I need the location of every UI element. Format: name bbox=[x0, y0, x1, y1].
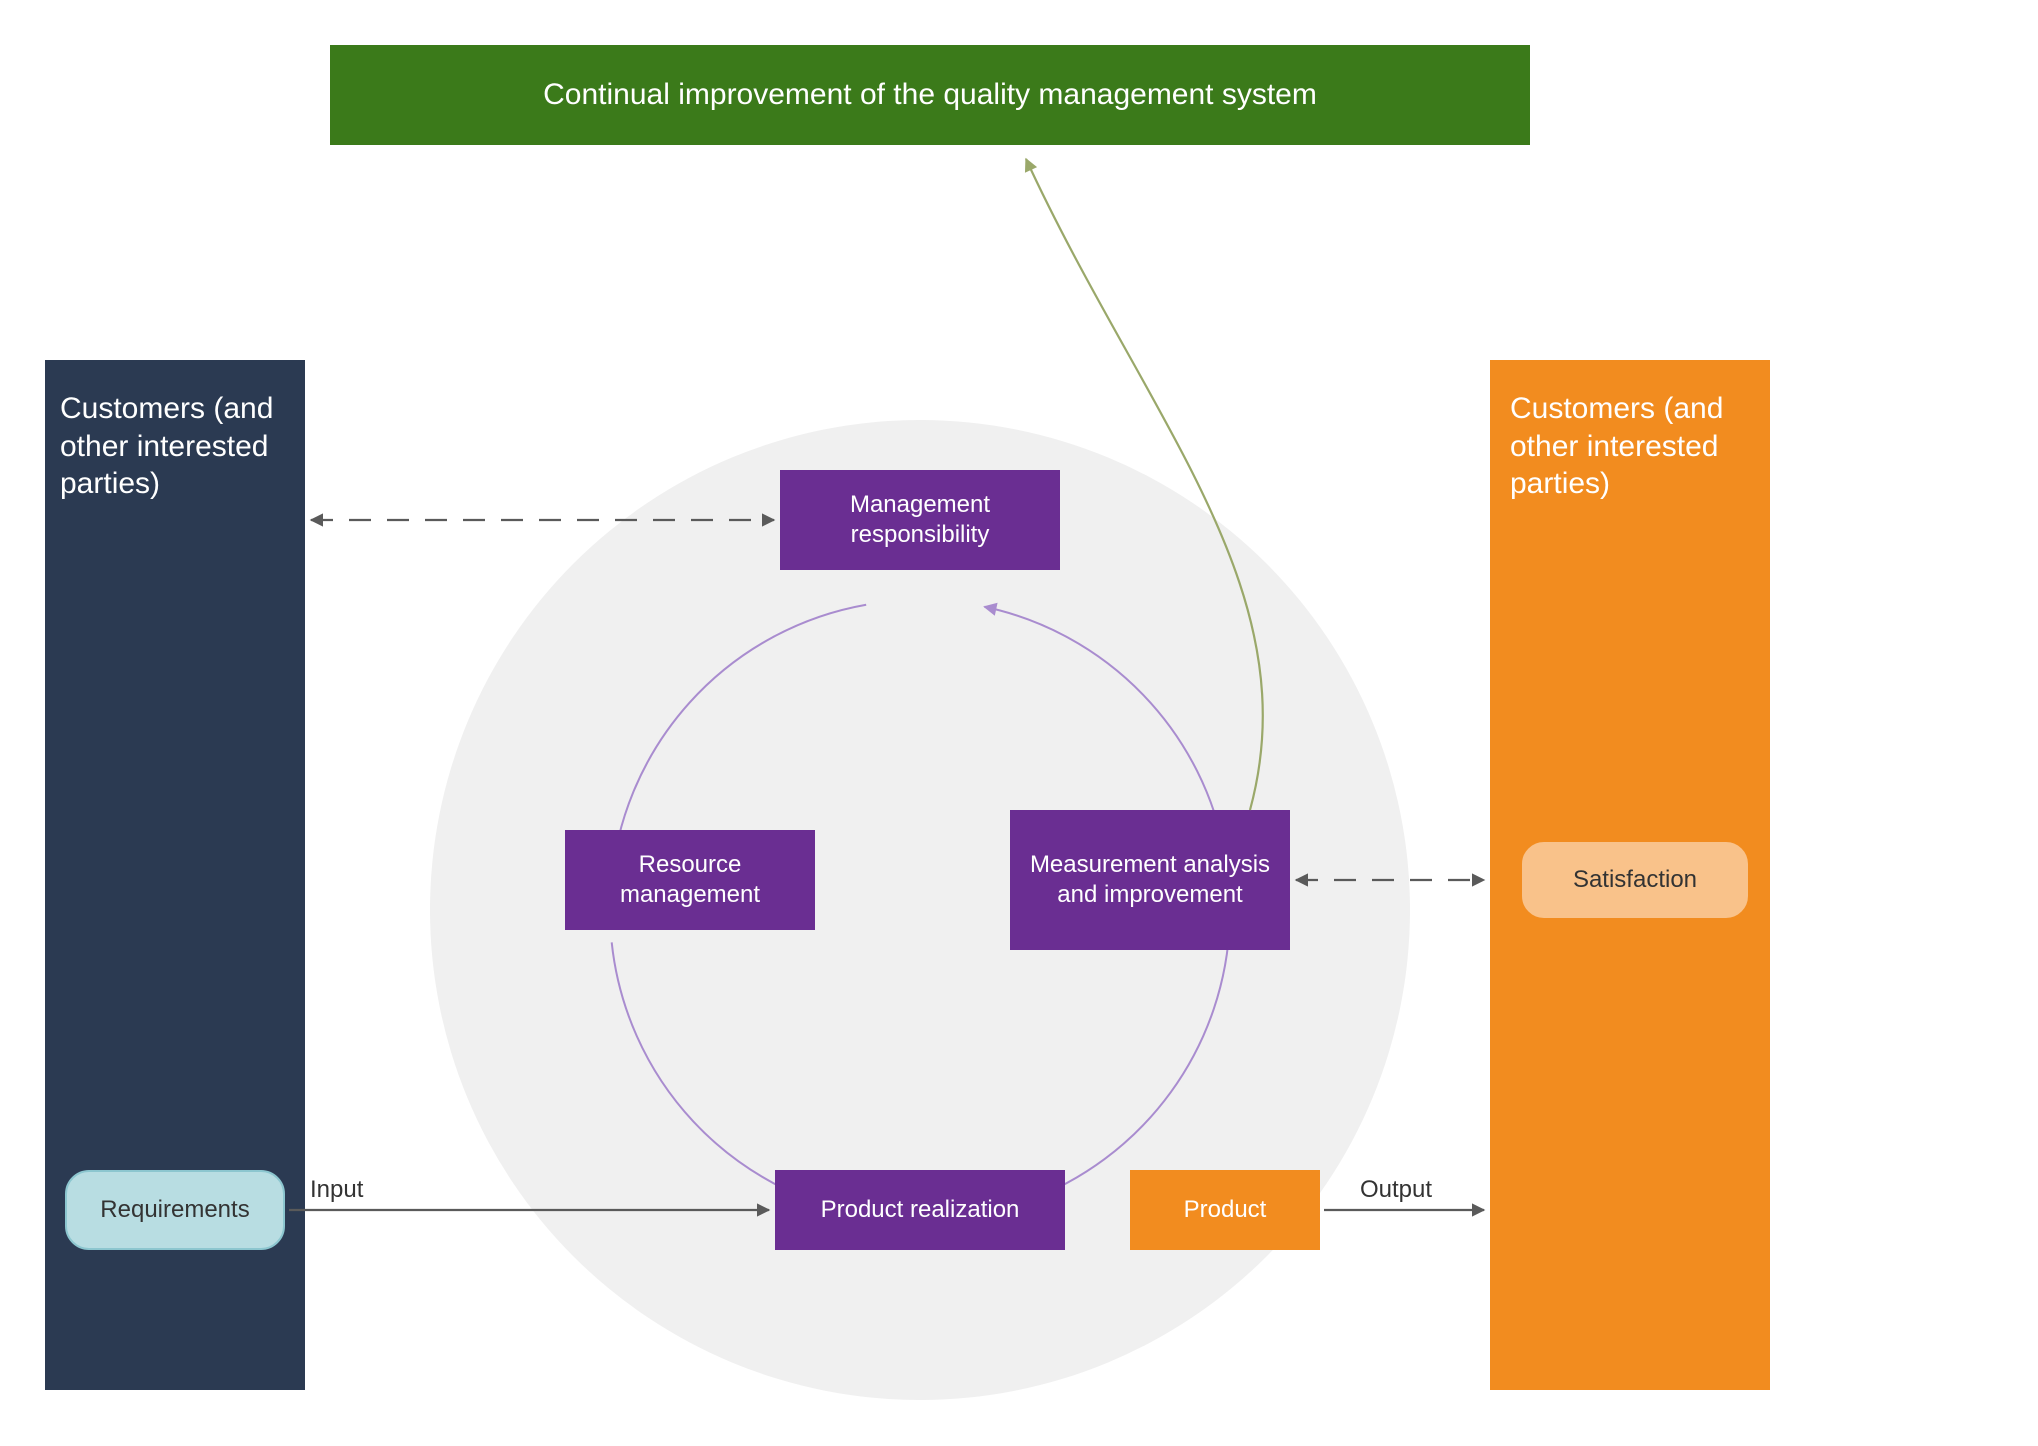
requirements-label: Requirements bbox=[100, 1195, 249, 1225]
left-customers-text: Customers (and other interested parties) bbox=[60, 390, 290, 503]
node-measurement-label: Measurement analysis and improvement bbox=[1022, 850, 1278, 910]
input-label: Input bbox=[310, 1175, 363, 1205]
satisfaction-pill: Satisfaction bbox=[1520, 840, 1750, 920]
diagram-stage: Continual improvement of the quality man… bbox=[0, 0, 2038, 1446]
output-label: Output bbox=[1360, 1175, 1432, 1205]
title-box: Continual improvement of the quality man… bbox=[330, 45, 1530, 145]
node-realization-label: Product realization bbox=[821, 1195, 1020, 1225]
node-resource-label: Resource management bbox=[577, 850, 803, 910]
title-text: Continual improvement of the quality man… bbox=[543, 76, 1317, 114]
node-product-label: Product bbox=[1184, 1195, 1267, 1225]
node-management-label: Management responsibility bbox=[792, 490, 1048, 550]
node-measurement-analysis: Measurement analysis and improvement bbox=[1010, 810, 1290, 950]
satisfaction-label: Satisfaction bbox=[1573, 865, 1697, 895]
node-product: Product bbox=[1130, 1170, 1320, 1250]
requirements-pill: Requirements bbox=[65, 1170, 285, 1250]
node-resource-management: Resource management bbox=[565, 830, 815, 930]
right-customers-text: Customers (and other interested parties) bbox=[1510, 390, 1760, 503]
node-product-realization: Product realization bbox=[775, 1170, 1065, 1250]
node-management-responsibility: Management responsibility bbox=[780, 470, 1060, 570]
